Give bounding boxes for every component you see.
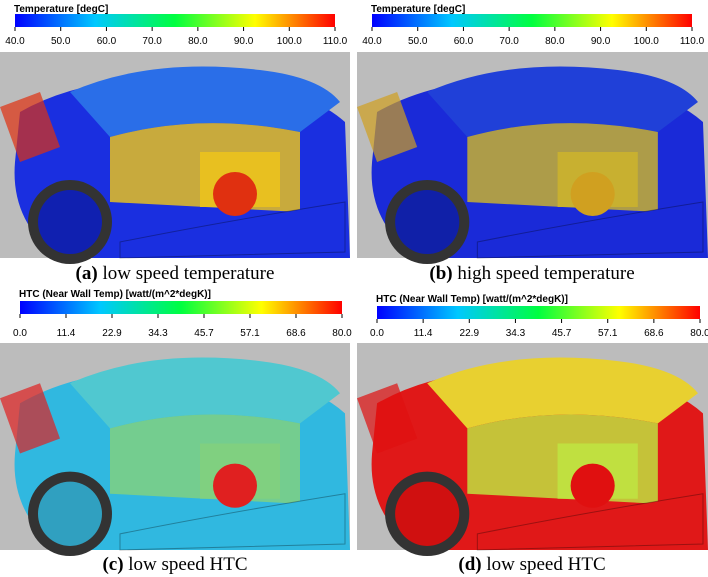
colorbar-tick-label: 22.9	[102, 328, 122, 339]
colorbar-tick-label: 45.7	[194, 328, 214, 339]
colorbar-tick-label: 90.0	[234, 36, 254, 47]
caption-text: high speed temperature	[457, 263, 634, 284]
colorbar	[20, 301, 342, 314]
hood	[427, 357, 698, 429]
caption-label: (c)	[102, 554, 123, 575]
colorbar-tick-label: 34.3	[148, 328, 168, 339]
colorbar-title: Temperature [degC]	[14, 4, 108, 15]
colorbar-tick-label: 45.7	[552, 328, 572, 339]
frame	[357, 92, 418, 162]
bumper	[476, 201, 704, 259]
fan	[570, 463, 615, 508]
colorbar-tick-label: 57.1	[598, 328, 618, 339]
fan	[213, 172, 257, 216]
colorbar-tick-label: 80.0	[545, 36, 565, 47]
colorbar-tick-label: 0.0	[13, 328, 27, 339]
caption-text: low speed HTC	[486, 554, 605, 575]
hood	[70, 357, 340, 429]
colorbar-tick-label: 0.0	[370, 328, 384, 339]
colorbar-tick-label: 80.0	[188, 36, 208, 47]
fan	[213, 463, 257, 508]
colorbar-tick-label: 110.0	[680, 36, 705, 47]
caption: (a) low speed temperature	[76, 263, 275, 284]
colorbar-tick-label: 70.0	[499, 36, 519, 47]
colorbar-title: Temperature [degC]	[371, 4, 465, 15]
wheel-rim	[395, 190, 460, 254]
panel: HTC (Near Wall Temp) [watt/(m^2*degK)] 0.…	[0, 289, 352, 575]
caption: (d) low speed HTC	[458, 554, 605, 575]
wheel-rim	[38, 190, 102, 254]
fan	[570, 172, 615, 216]
caption: (c) low speed HTC	[102, 554, 247, 575]
car	[357, 52, 708, 264]
colorbar-tick-label: 40.0	[362, 36, 382, 47]
colorbar	[15, 14, 335, 27]
colorbar-title: HTC (Near Wall Temp) [watt/(m^2*degK)]	[19, 289, 211, 300]
colorbar-tick-label: 22.9	[460, 328, 480, 339]
caption-text: low speed HTC	[128, 554, 247, 575]
colorbar-tick-label: 40.0	[5, 36, 25, 47]
panel: Temperature [degC] 40.0 50.0 60.0 70.0 80.0 90…	[0, 4, 351, 284]
render-image	[0, 343, 351, 557]
car	[357, 343, 708, 557]
colorbar-tick-label: 110.0	[323, 36, 348, 47]
car	[0, 52, 351, 264]
colorbar-tick-label: 80.0	[690, 328, 708, 339]
frame	[0, 383, 60, 454]
caption-label: (a)	[76, 263, 98, 284]
hood	[427, 66, 698, 137]
bumper	[476, 493, 704, 551]
render-image	[357, 52, 708, 264]
frame	[0, 92, 60, 162]
caption-label: (b)	[429, 263, 452, 284]
wheel-rim	[395, 481, 460, 546]
frame	[357, 383, 418, 454]
colorbar-tick-label: 60.0	[97, 36, 117, 47]
colorbar-tick-label: 11.4	[57, 328, 76, 339]
panel: HTC (Near Wall Temp) [watt/(m^2*degK)] 0.…	[357, 294, 708, 575]
colorbar-tick-label: 34.3	[506, 328, 526, 339]
caption-label: (d)	[458, 554, 481, 575]
colorbar-tick-label: 57.1	[240, 328, 260, 339]
colorbar-tick-label: 80.0	[332, 328, 352, 339]
render-image	[357, 343, 708, 557]
colorbar-tick-label: 100.0	[277, 36, 302, 47]
caption: (b) high speed temperature	[429, 263, 634, 284]
hood	[70, 66, 340, 137]
bumper	[119, 201, 346, 259]
colorbar-tick-label: 11.4	[414, 328, 433, 339]
wheel-rim	[38, 481, 102, 546]
caption-text: low speed temperature	[102, 263, 274, 284]
colorbar-tick-label: 68.6	[286, 328, 306, 339]
colorbar-tick-label: 50.0	[408, 36, 428, 47]
colorbar	[372, 14, 692, 27]
colorbar-title: HTC (Near Wall Temp) [watt/(m^2*degK)]	[376, 294, 568, 305]
colorbar-tick-label: 90.0	[591, 36, 611, 47]
colorbar	[377, 306, 700, 319]
colorbar-tick-label: 60.0	[454, 36, 474, 47]
car	[0, 343, 351, 557]
colorbar-tick-label: 68.6	[644, 328, 664, 339]
bumper	[119, 493, 346, 551]
panel: Temperature [degC] 40.0 50.0 60.0 70.0 80.0 90…	[357, 4, 708, 284]
colorbar-tick-label: 70.0	[142, 36, 162, 47]
colorbar-tick-label: 50.0	[51, 36, 71, 47]
colorbar-tick-label: 100.0	[634, 36, 659, 47]
render-image	[0, 52, 351, 264]
